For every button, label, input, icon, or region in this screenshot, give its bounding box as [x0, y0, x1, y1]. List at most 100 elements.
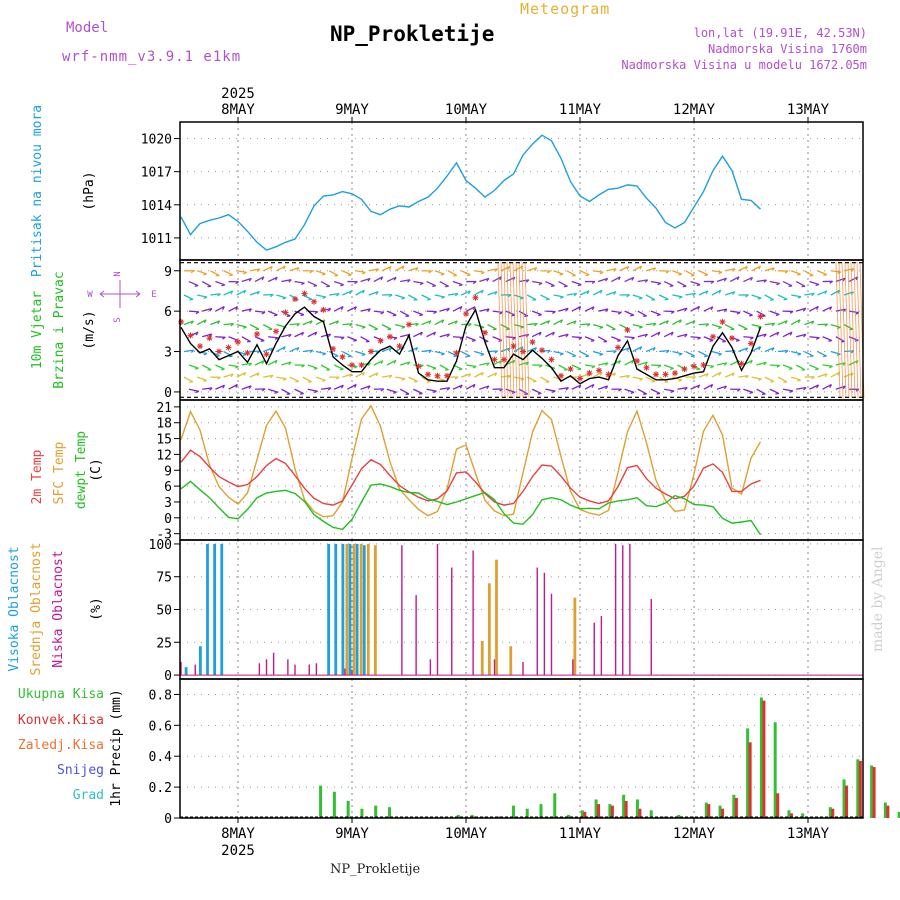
- wind-arrowhead: [565, 307, 569, 312]
- wind-arrowhead: [458, 368, 463, 371]
- wind-fan-line: [497, 261, 503, 399]
- wind-arrowhead: [684, 387, 688, 391]
- temp2m-line: [180, 449, 761, 506]
- wind-arrow: [658, 294, 669, 300]
- wind-arrow: [751, 323, 762, 328]
- wind-arrowhead: [446, 333, 450, 338]
- precip-axis-title: 1hr Precip (mm): [109, 689, 124, 806]
- wind-arrowhead: [446, 307, 450, 312]
- wind-arrowhead: [784, 350, 789, 354]
- cloud-bar: [362, 545, 366, 676]
- wind-arrowhead: [823, 274, 827, 277]
- wind-arrow: [593, 350, 604, 355]
- y-tick-label: 0: [164, 812, 172, 827]
- cloud-bar: [429, 659, 432, 676]
- wind-arrow: [624, 336, 635, 339]
- panel-frame: [179, 399, 864, 541]
- wind-arrow: [791, 350, 802, 355]
- wind-arrow: [276, 346, 286, 353]
- wind-arrow: [434, 270, 445, 275]
- y-tick-label: 25: [156, 636, 172, 651]
- wind-arrowhead: [771, 347, 775, 352]
- y-tick-label: 3: [164, 496, 172, 511]
- wind-arrowhead: [380, 311, 385, 315]
- wind-arrow: [756, 361, 767, 366]
- wind-arrowhead: [749, 391, 754, 394]
- wind-arrowhead: [235, 384, 238, 388]
- wind-arrow: [333, 384, 344, 390]
- wind-arrow: [320, 280, 331, 287]
- x-day-label-top: 10MAY: [445, 102, 488, 118]
- wind-arrowhead: [732, 291, 736, 295]
- cloud-bar: [359, 543, 363, 676]
- wind-arrowhead: [565, 387, 569, 391]
- wind-arrow: [395, 376, 406, 380]
- wind-arrow: [307, 331, 317, 338]
- dewpoint-line: [180, 480, 762, 536]
- precip-bar: [732, 794, 736, 818]
- wind-arrowhead: [468, 323, 472, 327]
- gust-marker: [178, 318, 184, 325]
- wind-arrow: [540, 294, 550, 300]
- wind-arrowhead: [507, 294, 512, 298]
- wind-arrowhead: [670, 390, 675, 394]
- wind-arrow: [202, 307, 213, 312]
- wind-arrow: [215, 364, 225, 370]
- wind-arrowhead: [327, 387, 332, 391]
- cloud-bar: [352, 543, 356, 676]
- wind-arrow: [267, 310, 278, 316]
- wind-arrowhead: [274, 359, 278, 364]
- wind-arrowhead: [269, 266, 273, 270]
- precip-bar: [897, 811, 900, 818]
- wind-arrowhead: [552, 311, 556, 315]
- cloud-low-axis-title: Niska Oblacnost: [51, 550, 66, 667]
- gust-marker: [197, 343, 203, 350]
- x-day-label-top: 9MAY: [335, 102, 369, 118]
- cloud-bar: [373, 545, 377, 676]
- gust-marker: [700, 362, 707, 368]
- wind-arrow: [215, 305, 225, 312]
- cloud-bar: [272, 652, 275, 676]
- wind-arrowhead: [605, 362, 609, 366]
- wind-arrow: [677, 333, 688, 338]
- wind-arrowhead: [296, 347, 300, 351]
- pressure-line: [180, 134, 761, 251]
- wind-arrowhead: [586, 290, 590, 295]
- wind-arrowhead: [388, 294, 393, 298]
- wind-arrow: [262, 265, 273, 272]
- wind-arrowhead: [339, 368, 344, 371]
- wind-arrow: [505, 336, 516, 339]
- precip-precip_total-bars: [291, 697, 900, 818]
- y-tick-label: 0.6: [149, 719, 172, 734]
- wind-arrowhead: [194, 367, 199, 370]
- wind-arrow: [439, 307, 450, 312]
- wind-arrowhead: [631, 277, 635, 281]
- precip-bar: [649, 810, 653, 818]
- temp2m-axis-title: 2m Temp: [30, 449, 45, 504]
- wind-arrowhead: [209, 308, 213, 312]
- wind-arrow: [460, 290, 471, 296]
- gust-marker: [634, 357, 640, 364]
- wind-arrowhead: [441, 319, 445, 324]
- wind-arrow: [764, 347, 775, 353]
- wind-arrow: [584, 383, 595, 390]
- gust-marker: [596, 367, 602, 374]
- wind-arrowhead: [388, 347, 392, 352]
- wind-arrow: [724, 324, 735, 330]
- wind-arrow: [579, 290, 590, 296]
- y-tick-label: 21: [156, 401, 172, 416]
- wind-arrowhead: [375, 268, 380, 272]
- wind-arrow: [566, 292, 577, 296]
- wind-arrowhead: [433, 311, 437, 315]
- x-year-top: 2025: [221, 86, 255, 102]
- wind-arrow: [597, 385, 608, 390]
- wind-arrow: [302, 376, 312, 383]
- y-tick-label: 1020: [141, 133, 172, 148]
- wind-arrowhead: [261, 276, 265, 281]
- precip-bar: [624, 801, 628, 818]
- precip-bar: [610, 805, 614, 818]
- wind-arrowhead: [486, 278, 490, 282]
- wind-arrowhead: [797, 379, 801, 382]
- wind-arrowhead: [656, 392, 661, 395]
- wind-arrowhead: [195, 311, 200, 315]
